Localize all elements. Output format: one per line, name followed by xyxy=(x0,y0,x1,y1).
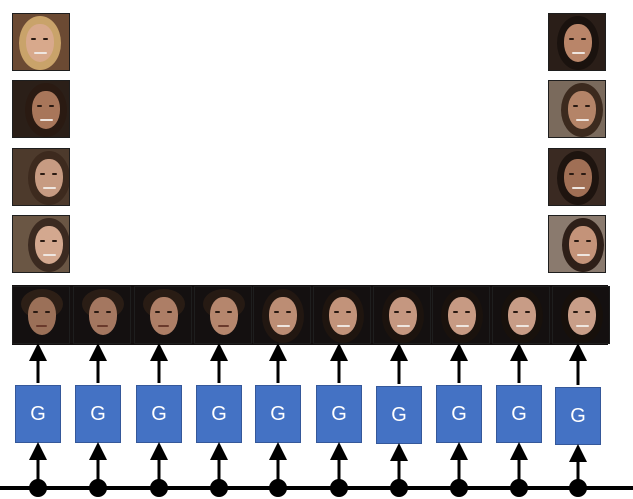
right-sample-face xyxy=(548,80,606,138)
right-sample-face xyxy=(548,215,606,273)
latent-point xyxy=(29,479,47,497)
latent-point xyxy=(330,479,348,497)
latent-point xyxy=(510,479,528,497)
left-sample-face xyxy=(12,215,70,273)
generator-box: G xyxy=(555,387,601,445)
latent-point xyxy=(390,479,408,497)
latent-point xyxy=(569,479,587,497)
latent-point xyxy=(269,479,287,497)
latent-point xyxy=(210,479,228,497)
generator-box: G xyxy=(255,385,301,443)
latent-point xyxy=(150,479,168,497)
generator-box: G xyxy=(436,385,482,443)
interpolated-face xyxy=(492,286,550,344)
latent-point xyxy=(450,479,468,497)
interpolated-face xyxy=(134,286,192,344)
interpolated-face xyxy=(253,286,311,344)
interpolated-face xyxy=(313,286,371,344)
interpolated-face xyxy=(552,286,610,344)
right-sample-face xyxy=(548,13,606,71)
latent-point xyxy=(89,479,107,497)
left-sample-face xyxy=(12,80,70,138)
interpolated-face xyxy=(432,286,490,344)
interpolated-face xyxy=(12,286,70,344)
generator-box: G xyxy=(136,385,182,443)
interpolated-face xyxy=(73,286,131,344)
generator-box: G xyxy=(15,385,61,443)
generator-box: G xyxy=(196,385,242,443)
left-sample-face xyxy=(12,148,70,206)
interpolated-face xyxy=(373,286,431,344)
left-sample-face xyxy=(12,13,70,71)
right-sample-face xyxy=(548,148,606,206)
generator-box: G xyxy=(496,385,542,443)
